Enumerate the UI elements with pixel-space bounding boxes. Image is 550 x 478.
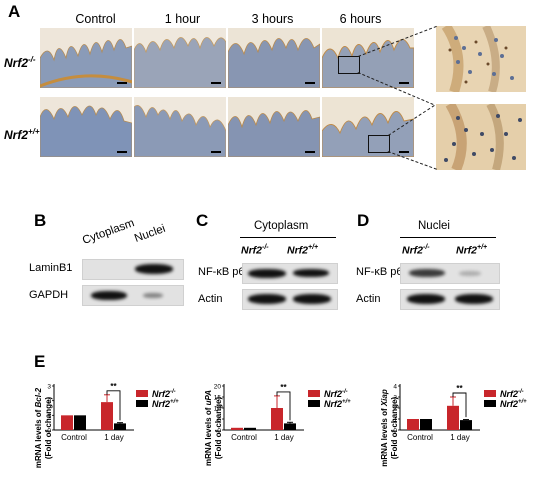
group-underline — [400, 237, 496, 238]
y-tick-label: 0 — [217, 428, 221, 435]
x-tick-label: 1 day — [274, 433, 294, 442]
x-tick-label: 1 day — [450, 433, 470, 442]
blot-nfkb-cytoplasm — [242, 263, 338, 284]
bar-chart-xiap: 0 1 2 3 4 Control 1 day ** — [390, 382, 480, 449]
histology-image-wt-3h — [228, 97, 320, 157]
legend-item-wt: Nrf2+/+ — [308, 399, 351, 409]
significance-bracket — [276, 391, 291, 421]
y-tick-label: 2 — [393, 406, 397, 413]
roi-box-ko — [338, 56, 360, 74]
histology-image-ko-3h — [228, 28, 320, 88]
bar — [244, 427, 256, 430]
zoom-image-wt — [436, 104, 526, 170]
row-label-knockout: Nrf2-/- — [4, 55, 36, 70]
significance-bracket — [106, 390, 121, 421]
bar — [460, 420, 472, 430]
bar — [61, 415, 73, 430]
lane-label-ko: Nrf2-/- — [402, 244, 430, 257]
col-header-1-hour: 1 hour — [164, 12, 201, 26]
x-tick-label: Control — [231, 433, 257, 442]
bar — [420, 419, 432, 430]
bar — [447, 405, 459, 430]
y-tick-label: 2 — [47, 398, 51, 405]
blot-nfkb-nuclei — [400, 263, 500, 284]
row-label-gapdh: GAPDH — [29, 289, 69, 301]
panel-d-letter: D — [357, 211, 370, 230]
y-tick-label: 1 — [393, 417, 397, 424]
blot-actin-cytoplasm — [242, 289, 338, 310]
group-label-cytoplasm: Cytoplasm — [254, 220, 309, 232]
panel-a-letter: A — [8, 2, 21, 21]
legend-item-ko: Nrf2-/- — [484, 389, 527, 399]
legend-item-ko: Nrf2-/- — [136, 389, 179, 399]
x-tick-label: Control — [61, 433, 87, 442]
x-tick-label: 1 day — [104, 433, 124, 442]
bar — [231, 427, 243, 430]
bar — [74, 415, 86, 430]
legend-item-wt: Nrf2+/+ — [136, 399, 179, 409]
col-header-control: Control — [75, 12, 116, 26]
row-label-actin: Actin — [198, 293, 223, 305]
x-tick-label: Control — [407, 433, 433, 442]
lane-label-ko: Nrf2-/- — [241, 244, 269, 257]
histology-image-ko-6h — [322, 28, 414, 88]
col-header-3-hours: 3 hours — [251, 12, 294, 26]
panel-e-letter: E — [34, 352, 46, 371]
row-label-nfkb: NF-κB p65 — [356, 266, 409, 278]
significance-label: ** — [456, 384, 463, 393]
roi-box-wt — [368, 135, 390, 153]
y-tick-label: 0 — [393, 428, 397, 435]
panel-c-letter: C — [196, 211, 209, 230]
group-label-nuclei: Nuclei — [418, 220, 450, 232]
panel-b-letter: B — [34, 211, 47, 230]
significance-label: ** — [280, 383, 287, 392]
row-label-actin: Actin — [356, 293, 381, 305]
legend-item-wt: Nrf2+/+ — [484, 399, 527, 409]
y-tick-label: 15 — [214, 395, 222, 402]
zoom-image-ko — [436, 26, 526, 92]
y-tick-label: 5 — [217, 417, 221, 424]
blot-laminb1 — [82, 259, 184, 280]
row-label-nfkb: NF-κB p65 — [198, 266, 251, 278]
histology-image-wt-control — [40, 97, 132, 157]
legend-chart-3: Nrf2-/- Nrf2+/+ — [484, 389, 527, 409]
y-tick-label: 0 — [47, 428, 51, 435]
bar — [284, 423, 296, 430]
group-underline — [240, 237, 336, 238]
row-label-laminb1: LaminB1 — [29, 262, 73, 274]
bar-chart-bcl2: 0 1 2 3 Control 1 day ** — [44, 382, 134, 449]
lane-label-wt: Nrf2+/+ — [456, 244, 488, 257]
blot-gapdh — [82, 285, 184, 306]
lane-label-cytoplasm: Cytoplasm — [80, 217, 137, 247]
histology-image-wt-6h — [322, 97, 414, 157]
legend-chart-1: Nrf2-/- Nrf2+/+ — [136, 389, 179, 409]
y-tick-label: 4 — [393, 384, 397, 391]
lane-label-wt: Nrf2+/+ — [287, 244, 319, 257]
y-tick-label: 20 — [214, 384, 222, 391]
histology-image-ko-control — [40, 28, 132, 88]
row-label-wildtype: Nrf2+/+ — [4, 127, 40, 142]
y-tick-label: 3 — [393, 395, 397, 402]
bar — [101, 402, 113, 430]
blot-actin-nuclei — [400, 289, 500, 310]
lane-label-nuclei: Nuclei — [132, 222, 168, 245]
histology-image-ko-1h — [134, 28, 226, 88]
y-tick-label: 3 — [47, 384, 51, 391]
bar — [114, 423, 126, 430]
bar — [407, 419, 419, 430]
col-header-6-hours: 6 hours — [339, 12, 382, 26]
significance-label: ** — [110, 382, 117, 391]
bar — [271, 408, 283, 430]
bar-chart-upa: 0 5 10 15 20 Control 1 day ** — [214, 382, 304, 449]
legend-chart-2: Nrf2-/- Nrf2+/+ — [308, 389, 351, 409]
legend-item-ko: Nrf2-/- — [308, 389, 351, 399]
y-tick-label: 10 — [214, 406, 222, 413]
significance-bracket — [452, 392, 467, 418]
y-tick-label: 1 — [47, 413, 51, 420]
histology-image-wt-1h — [134, 97, 226, 157]
